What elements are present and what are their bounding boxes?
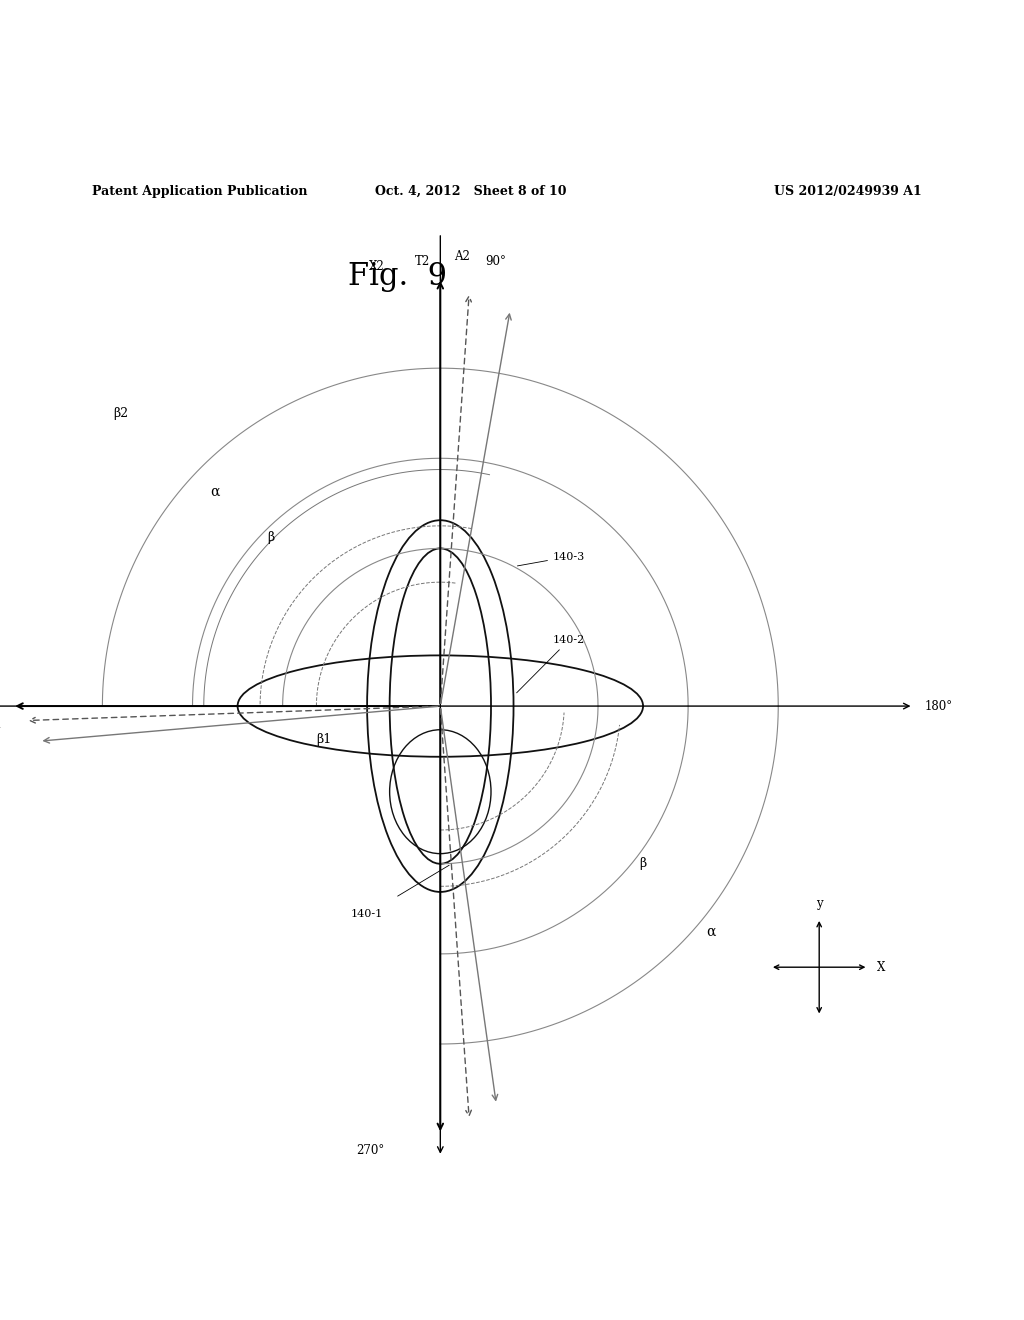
- Text: β: β: [639, 857, 647, 870]
- Text: α: α: [210, 484, 220, 499]
- Text: T1: T1: [0, 689, 2, 702]
- Text: y: y: [816, 896, 822, 909]
- Text: US 2012/0249939 A1: US 2012/0249939 A1: [774, 185, 922, 198]
- Text: T2: T2: [415, 255, 430, 268]
- Text: Fig.  9: Fig. 9: [348, 260, 447, 292]
- Text: A2: A2: [454, 249, 470, 263]
- Text: α: α: [706, 924, 716, 939]
- Text: β: β: [267, 531, 275, 544]
- Text: Patent Application Publication: Patent Application Publication: [92, 185, 307, 198]
- Text: X: X: [877, 961, 885, 974]
- Text: 140-3: 140-3: [517, 552, 585, 566]
- Text: 140-2: 140-2: [517, 635, 585, 693]
- Text: 180°: 180°: [925, 700, 952, 713]
- Text: 140-1: 140-1: [350, 909, 382, 919]
- Text: X2: X2: [370, 260, 385, 273]
- Text: β2: β2: [113, 407, 128, 420]
- Text: 270°: 270°: [355, 1144, 384, 1158]
- Text: X1: X1: [0, 686, 2, 700]
- Text: A1: A1: [0, 718, 2, 731]
- Text: β1: β1: [316, 733, 332, 746]
- Text: 90°: 90°: [485, 255, 506, 268]
- Text: Oct. 4, 2012   Sheet 8 of 10: Oct. 4, 2012 Sheet 8 of 10: [375, 185, 567, 198]
